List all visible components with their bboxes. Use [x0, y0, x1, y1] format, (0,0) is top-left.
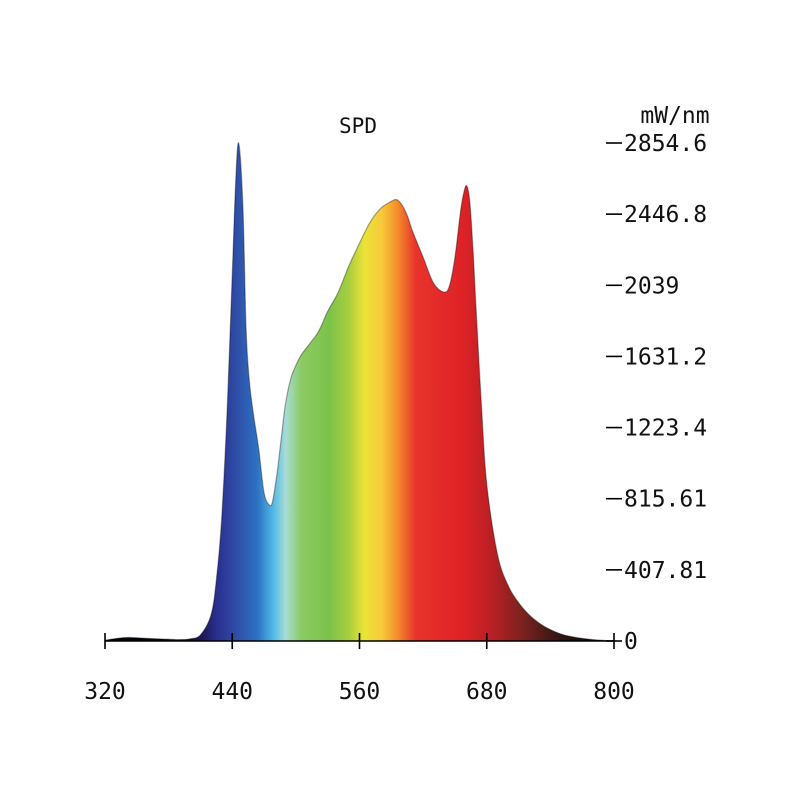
x-tick-label: 680 — [466, 679, 508, 705]
x-axis: 320 440 560 680 800 — [84, 633, 635, 705]
spd-area — [105, 142, 614, 641]
y-axis-unit-label: mW/nm — [640, 103, 709, 129]
y-tick-label: 2039 — [624, 273, 679, 299]
x-tick-label: 320 — [84, 679, 126, 705]
x-tick-label: 800 — [593, 679, 635, 705]
spd-outline — [104, 142, 615, 642]
y-tick-label: 407.81 — [624, 558, 707, 584]
y-tick-label: 2446.8 — [624, 202, 707, 228]
y-tick-label: 815.61 — [624, 487, 707, 513]
chart-title: SPD — [339, 114, 377, 138]
x-tick-label: 560 — [339, 679, 381, 705]
y-tick-label: 2854.6 — [624, 131, 707, 157]
x-tick-label: 440 — [211, 679, 253, 705]
y-axis: 0 407.81 815.61 1223.4 1631.2 2039 2446.8 2854.… — [606, 131, 707, 655]
y-tick-label: 0 — [624, 629, 638, 655]
y-tick-label: 1631.2 — [624, 344, 707, 370]
y-tick-label: 1223.4 — [624, 416, 707, 442]
